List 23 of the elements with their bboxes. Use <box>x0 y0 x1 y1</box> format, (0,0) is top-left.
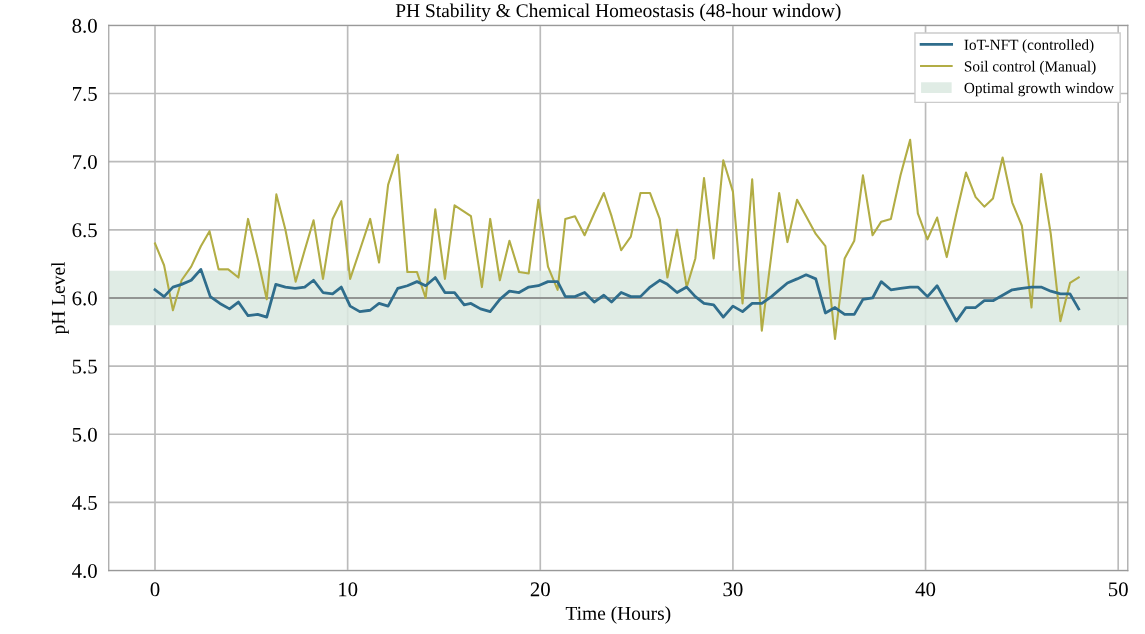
x-tick-label: 20 <box>530 582 550 597</box>
y-tick-label: 4.0 <box>72 563 97 579</box>
y-tick-label: 5.0 <box>72 427 97 442</box>
x-tick-label: 30 <box>723 582 743 597</box>
legend-label: IoT-NFT (controlled) <box>964 39 1094 54</box>
line-series <box>153 138 1080 340</box>
line-series <box>153 267 1081 323</box>
y-tick-label: 6.5 <box>72 223 97 238</box>
y-tick-label: 7.0 <box>73 155 97 170</box>
legend-label: Optimal growth window <box>964 82 1115 97</box>
x-tick-label: 10 <box>339 582 358 597</box>
y-tick-label: 8.0 <box>72 18 97 33</box>
y-axis-title: pH Level <box>51 261 69 335</box>
y-tick-label: 5.5 <box>72 359 97 374</box>
x-axis-title: Time (Hours) <box>565 606 671 624</box>
legend-label: Soil control (Manual) <box>964 60 1096 75</box>
y-tick-label: 4.5 <box>72 495 97 510</box>
y-tick-label: 7.5 <box>73 87 97 102</box>
x-tick-label: 50 <box>1108 582 1128 597</box>
y-tick-label: 6.0 <box>72 291 97 306</box>
x-tick-label: 0 <box>150 582 160 597</box>
x-tick-label: 40 <box>915 582 936 597</box>
chart-title: PH Stability & Chemical Homeostasis (48-hour window) <box>395 3 841 22</box>
